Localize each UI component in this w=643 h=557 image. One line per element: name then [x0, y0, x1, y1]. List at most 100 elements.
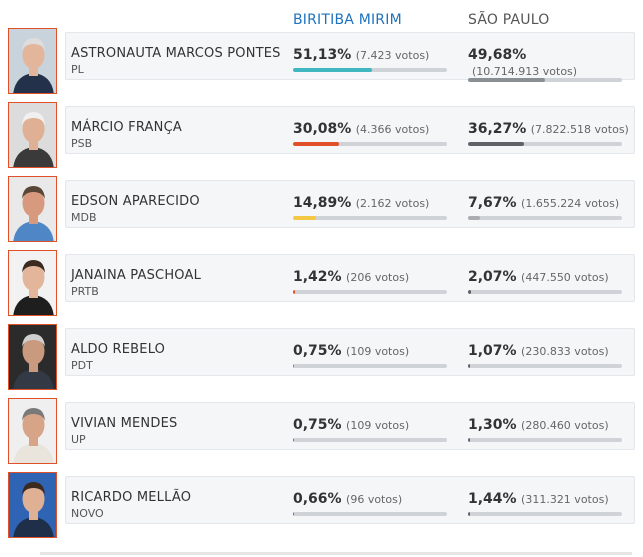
city-progress-fill [293, 512, 295, 516]
candidate-portrait-icon [9, 29, 56, 93]
city-progress-bar [293, 290, 447, 294]
city-votes: (7.423 votos) [355, 49, 430, 62]
candidate-card [65, 402, 635, 450]
candidate-row: VIVIAN MENDES UP 0,75% (109 votos) 1,30%… [8, 398, 636, 464]
city-percentage: 0,75% [293, 343, 342, 359]
city-votes: (96 votos) [346, 493, 403, 506]
city-column-header: BIRITIBA MIRIM [293, 12, 402, 28]
candidate-card [65, 328, 635, 376]
state-progress-bar [468, 216, 622, 220]
state-progress-fill [468, 290, 472, 294]
candidate-row: ALDO REBELO PDT 0,75% (109 votos) 1,07% … [8, 324, 636, 390]
state-percentage: 7,67% [468, 195, 517, 211]
candidate-portrait-icon [9, 399, 56, 463]
candidate-row: ASTRONAUTA MARCOS PONTES PL 51,13% (7.42… [8, 28, 636, 94]
state-progress-bar [468, 290, 622, 294]
state-votes: (447.550 votos) [521, 271, 609, 284]
candidate-photo [8, 102, 57, 168]
state-progress-bar [468, 78, 622, 82]
candidate-name: ALDO REBELO [71, 342, 166, 357]
state-progress-fill [468, 142, 524, 146]
city-percentage: 51,13% [293, 47, 352, 63]
candidate-name: EDSON APARECIDO [71, 194, 200, 209]
state-percentage: 36,27% [468, 121, 527, 137]
city-votes: (109 votos) [346, 345, 410, 358]
state-votes: (7.822.518 votos) [530, 123, 629, 136]
state-percentage: 2,07% [468, 269, 517, 285]
candidate-party: PRTB [71, 285, 99, 298]
city-votes: (109 votos) [346, 419, 410, 432]
candidate-party: PSB [71, 137, 93, 150]
candidate-photo [8, 250, 57, 316]
candidate-name: ASTRONAUTA MARCOS PONTES [71, 46, 281, 61]
city-progress-fill [293, 216, 316, 220]
candidate-photo [8, 472, 57, 538]
state-column-header: SÃO PAULO [468, 12, 550, 28]
state-votes: (280.460 votos) [521, 419, 609, 432]
state-votes: (311.321 votos) [521, 493, 609, 506]
city-progress-fill [293, 364, 295, 368]
candidate-card [65, 180, 635, 228]
candidate-photo [8, 28, 57, 94]
city-progress-bar [293, 216, 447, 220]
candidate-name: MÁRCIO FRANÇA [71, 120, 182, 135]
city-progress-fill [293, 290, 296, 294]
candidate-row: JANAINA PASCHOAL PRTB 1,42% (206 votos) … [8, 250, 636, 316]
candidate-portrait-icon [9, 103, 56, 167]
state-progress-fill [468, 438, 470, 442]
candidate-photo [8, 324, 57, 390]
city-percentage: 0,75% [293, 417, 342, 433]
state-votes: (230.833 votos) [521, 345, 609, 358]
candidate-name: JANAINA PASCHOAL [71, 268, 202, 283]
city-percentage: 1,42% [293, 269, 342, 285]
candidate-row: EDSON APARECIDO MDB 14,89% (2.162 votos)… [8, 176, 636, 242]
city-progress-bar [293, 68, 447, 72]
candidate-portrait-icon [9, 325, 56, 389]
candidate-card [65, 254, 635, 302]
city-progress-bar [293, 438, 447, 442]
candidate-photo [8, 398, 57, 464]
state-percentage: 1,30% [468, 417, 517, 433]
candidate-portrait-icon [9, 251, 56, 315]
city-percentage: 14,89% [293, 195, 352, 211]
state-votes: (1.655.224 votos) [521, 197, 620, 210]
state-progress-fill [468, 216, 480, 220]
state-progress-bar [468, 364, 622, 368]
candidate-party: NOVO [71, 507, 104, 520]
city-progress-bar [293, 364, 447, 368]
city-votes: (2.162 votos) [355, 197, 430, 210]
state-percentage: 1,44% [468, 491, 517, 507]
state-percentage: 1,07% [468, 343, 517, 359]
city-percentage: 0,66% [293, 491, 342, 507]
state-votes: (10.714.913 votos) [472, 65, 578, 78]
candidate-party: PDT [71, 359, 93, 372]
candidate-card [65, 106, 635, 154]
state-percentage: 49,68% [468, 47, 527, 63]
city-percentage: 30,08% [293, 121, 352, 137]
candidate-portrait-icon [9, 473, 56, 537]
candidate-party: MDB [71, 211, 97, 224]
candidate-photo [8, 176, 57, 242]
state-progress-fill [468, 512, 471, 516]
candidate-card [65, 32, 635, 80]
candidate-name: VIVIAN MENDES [71, 416, 178, 431]
candidate-row: MÁRCIO FRANÇA PSB 30,08% (4.366 votos) 3… [8, 102, 636, 168]
city-votes: (206 votos) [346, 271, 410, 284]
state-progress-fill [468, 364, 470, 368]
candidate-row: RICARDO MELLÃO NOVO 0,66% (96 votos) 1,4… [8, 472, 636, 538]
bottom-divider [40, 552, 632, 555]
city-progress-bar [293, 142, 447, 146]
candidate-name: RICARDO MELLÃO [71, 490, 192, 505]
state-progress-fill [468, 78, 545, 82]
city-progress-bar [293, 512, 447, 516]
city-progress-fill [293, 68, 372, 72]
candidate-party: UP [71, 433, 86, 446]
candidate-party: PL [71, 63, 84, 76]
city-progress-fill [293, 438, 295, 442]
candidate-card [65, 476, 635, 524]
city-votes: (4.366 votos) [355, 123, 430, 136]
city-progress-fill [293, 142, 340, 146]
candidate-portrait-icon [9, 177, 56, 241]
state-progress-bar [468, 142, 622, 146]
state-progress-bar [468, 512, 622, 516]
